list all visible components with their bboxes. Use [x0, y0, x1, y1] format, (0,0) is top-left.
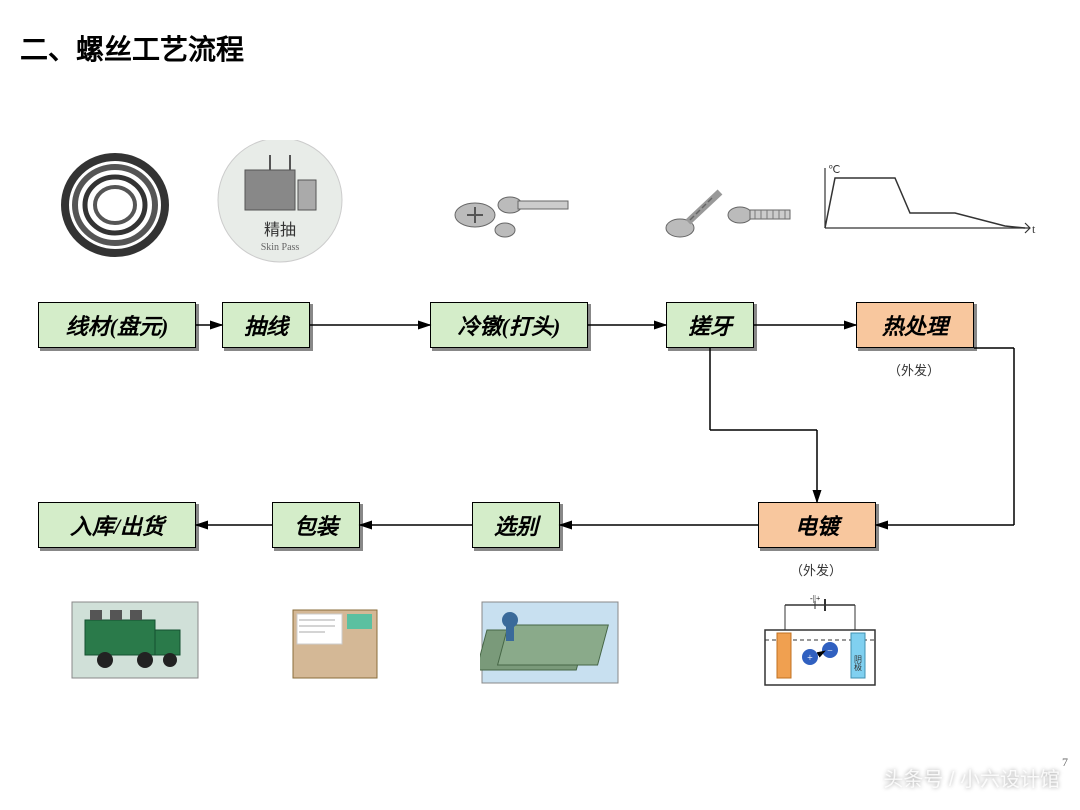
image-plating: -||+ + − 阴极	[755, 595, 885, 695]
image-sorting	[480, 600, 620, 685]
page-number: 7	[1062, 755, 1068, 770]
svg-text:阴极: 阴极	[854, 655, 863, 672]
image-box	[285, 600, 385, 685]
svg-text:−: −	[827, 646, 833, 657]
flow-arrows	[0, 0, 1080, 810]
watermark: 头条号 / 小六设计馆	[883, 763, 1060, 792]
svg-text:-||+: -||+	[810, 595, 821, 603]
svg-text:+: +	[807, 653, 813, 664]
image-truck	[70, 600, 200, 680]
